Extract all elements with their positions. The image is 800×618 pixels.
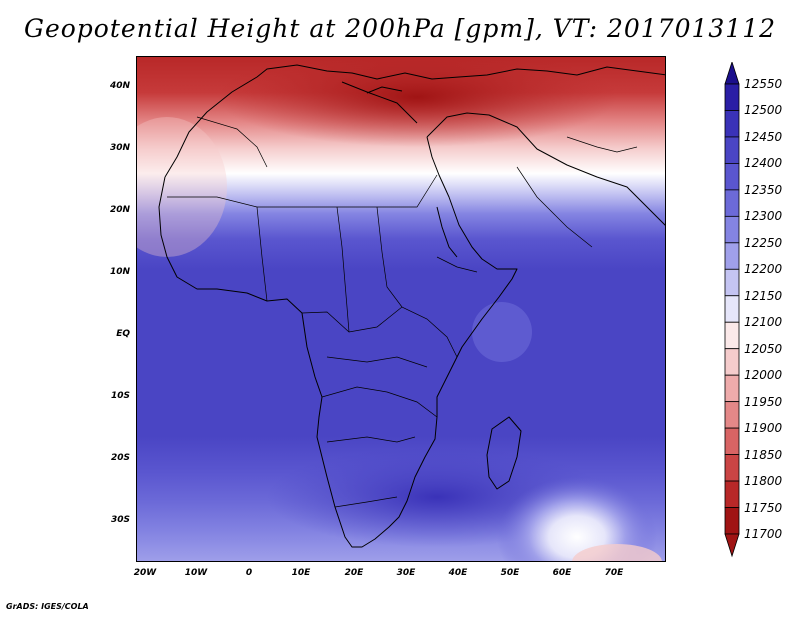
lon-label-20w: 20W xyxy=(133,568,157,578)
height-field-map xyxy=(137,57,665,561)
colorbar-label: 12250 xyxy=(744,235,783,250)
lat-label-eq: EQ xyxy=(116,329,130,339)
colorbar-label: 11700 xyxy=(744,527,783,541)
colorbar-band xyxy=(724,215,740,244)
colorbar-label: 12500 xyxy=(744,103,783,118)
lon-label-10e: 10E xyxy=(291,568,311,578)
colorbar-label: 12000 xyxy=(744,368,783,383)
colorbar-label: 12400 xyxy=(744,156,783,171)
coastlines xyxy=(158,64,665,548)
colorbar-band xyxy=(724,83,740,111)
colorbar-band xyxy=(724,136,740,164)
colorbar-band xyxy=(724,427,740,455)
map-title: Geopotential Height at 200hPa [gpm], VT:… xyxy=(23,14,777,43)
colorbar-band xyxy=(724,189,740,217)
lat-label-30s: 30S xyxy=(110,515,130,525)
colorbar-label: 12100 xyxy=(744,315,783,330)
colorbar-band xyxy=(724,321,740,350)
lon-label-60e: 60E xyxy=(552,568,572,578)
colorbar-label: 12350 xyxy=(744,182,783,197)
lon-label-50e: 50E xyxy=(500,568,520,578)
lat-label-20s: 20S xyxy=(110,453,130,463)
colorbar-bottom-arrow xyxy=(724,533,740,558)
colorbar-label: 11750 xyxy=(744,500,783,515)
colorbar-label: 12300 xyxy=(744,209,783,224)
colorbar-label: 12450 xyxy=(744,129,783,144)
lat-label-20n: 20N xyxy=(109,205,130,215)
colorbar-label: 11950 xyxy=(744,394,783,409)
lon-label-10w: 10W xyxy=(184,568,208,578)
lon-label-40e: 40E xyxy=(448,568,468,578)
lat-label-10n: 10N xyxy=(109,267,130,277)
map-panel xyxy=(136,56,666,562)
grads-credit: GrADS: IGES/COLA xyxy=(6,602,89,611)
lon-label-20e: 20E xyxy=(344,568,364,578)
lon-label-70e: 70E xyxy=(604,568,624,578)
colorbar-label: 11900 xyxy=(744,421,783,436)
lat-label-40n: 40N xyxy=(109,81,130,91)
red-sea-coast xyxy=(436,206,458,258)
colorbar-band xyxy=(724,480,740,508)
colorbar-label: 12550 xyxy=(744,77,783,91)
colorbar xyxy=(724,62,740,558)
colorbar-label: 12200 xyxy=(744,262,783,277)
lon-label-30e: 30E xyxy=(396,568,416,578)
colorbar-band xyxy=(724,110,740,138)
colorbar-band xyxy=(724,454,740,482)
lat-label-30n: 30N xyxy=(109,143,130,153)
colorbar-label: 12050 xyxy=(744,341,783,356)
colorbar-label: 11850 xyxy=(744,447,783,462)
colorbar-band xyxy=(724,401,740,429)
country-borders xyxy=(167,116,638,508)
colorbar-band xyxy=(724,374,740,403)
lon-label-0: 0 xyxy=(245,568,253,578)
colorbar-band xyxy=(724,163,740,191)
colorbar-band xyxy=(724,295,740,323)
colorbar-band xyxy=(724,268,740,297)
colorbar-band xyxy=(724,348,740,376)
colorbar-top-arrow xyxy=(724,62,740,85)
colorbar-band xyxy=(724,507,740,535)
colorbar-label: 12150 xyxy=(744,288,783,303)
colorbar-label: 11800 xyxy=(744,474,783,489)
lat-label-10s: 10S xyxy=(110,391,130,401)
colorbar-band xyxy=(724,242,740,270)
